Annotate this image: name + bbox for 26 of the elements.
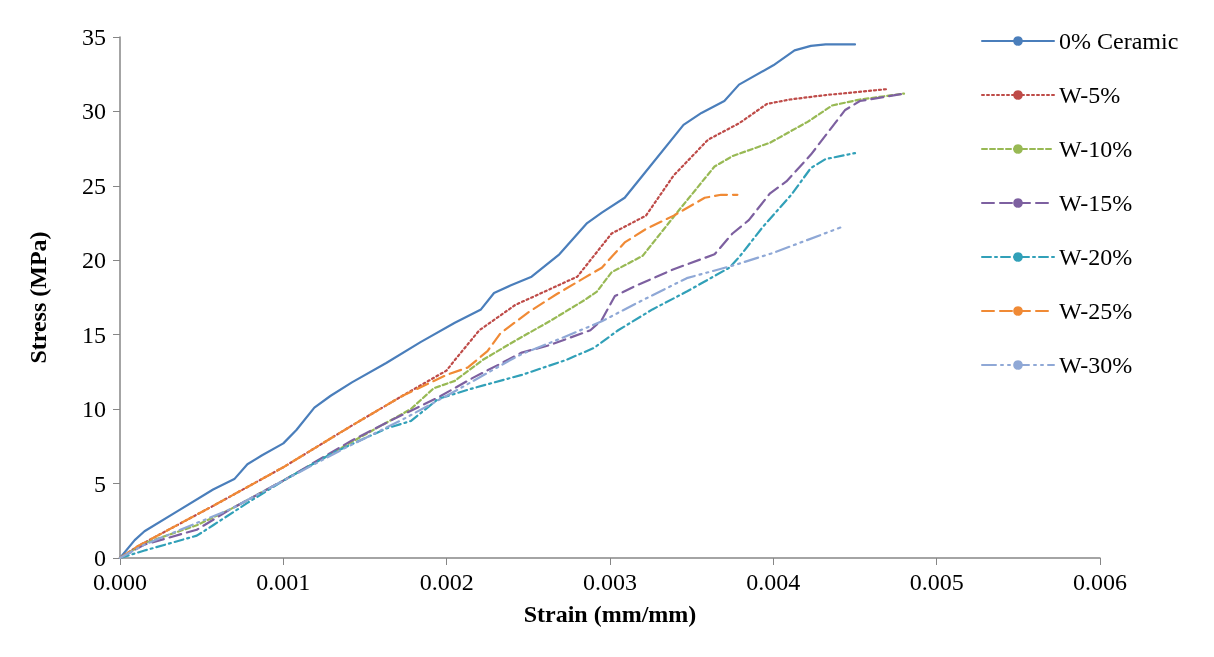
line-series [118, 152, 857, 560]
y-tick-label: 20 [82, 247, 106, 274]
legend-label: 0% Ceramic [1059, 28, 1179, 54]
y-axis-title: Stress (MPa) [25, 231, 51, 364]
x-tick-label: 0.004 [746, 569, 801, 595]
x-tick-label: 0.003 [583, 569, 637, 595]
y-tick-label: 30 [82, 98, 106, 125]
y-tick-label: 0 [94, 545, 106, 571]
y-tick-label: 5 [94, 470, 106, 497]
x-tick-label: 0.002 [419, 569, 474, 595]
y-tick-label: 10 [82, 396, 106, 423]
y-tick-label: 35 [82, 24, 106, 50]
legend-label: W-15% [1059, 190, 1133, 216]
line-series [118, 226, 842, 560]
y-tick-label: 15 [82, 321, 106, 348]
x-axis-title: Strain (mm/mm) [523, 601, 697, 627]
legend-label: W-10% [1059, 136, 1133, 162]
legend-label: W-20% [1059, 244, 1133, 270]
legend-label: W-30% [1059, 352, 1133, 378]
x-tick-label: 0.001 [256, 569, 311, 595]
x-tick-label: 0.005 [909, 569, 964, 595]
legend-label: W-25% [1059, 298, 1133, 324]
x-tick-label: 0.006 [1073, 569, 1127, 595]
y-tick-label: 25 [82, 172, 106, 199]
x-tick-label: 0.000 [93, 569, 147, 595]
legend-label: W-5% [1059, 82, 1121, 108]
